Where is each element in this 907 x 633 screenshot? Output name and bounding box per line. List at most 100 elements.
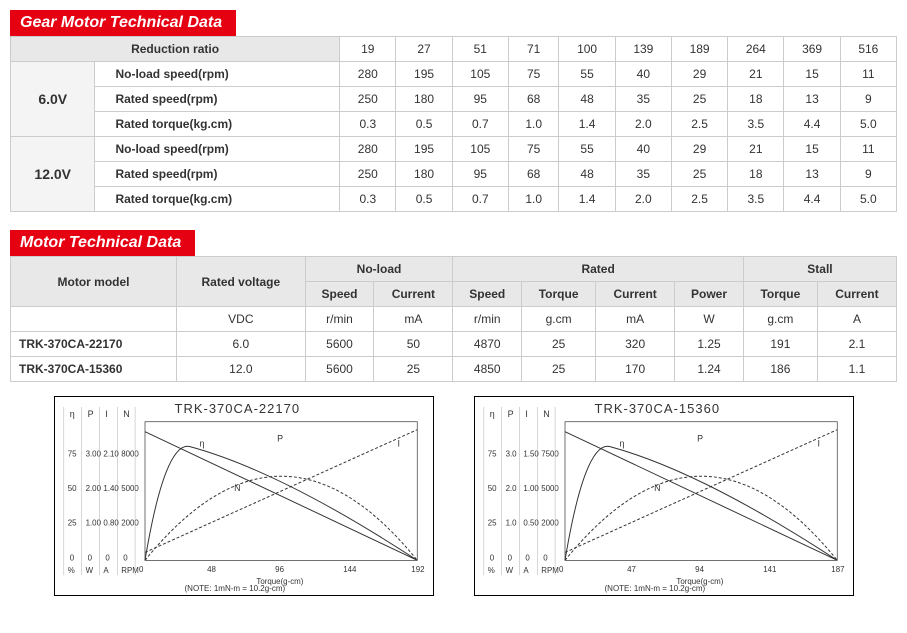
svg-text:0: 0 — [525, 553, 530, 562]
mh: No-load — [305, 257, 453, 282]
mh: Torque — [522, 282, 596, 307]
motor-cell: 191 — [743, 332, 817, 357]
mh: Speed — [305, 282, 374, 307]
charts-row: TRK-370CA-22170ηPIN2550751.002.003.000.8… — [10, 396, 897, 596]
svg-text:0: 0 — [507, 553, 512, 562]
gear-cell: 195 — [396, 137, 452, 162]
motor-cell: 6.0 — [177, 332, 306, 357]
mh: Rated voltage — [177, 257, 306, 307]
svg-text:I: I — [817, 439, 819, 449]
svg-text:94: 94 — [695, 565, 704, 574]
mh: Current — [374, 282, 453, 307]
mh: Speed — [453, 282, 522, 307]
mh: Motor model — [11, 257, 177, 307]
unit: g.cm — [743, 307, 817, 332]
motor-cell: 25 — [522, 332, 596, 357]
gear-cell: 195 — [396, 62, 452, 87]
svg-text:1.40: 1.40 — [103, 484, 119, 493]
gear-cell: 13 — [784, 162, 840, 187]
chart-box: TRK-370CA-22170ηPIN2550751.002.003.000.8… — [54, 396, 434, 596]
ratio-val: 369 — [784, 37, 840, 62]
gear-cell: 5.0 — [840, 187, 896, 212]
gear-cell: 68 — [508, 87, 559, 112]
motor-cell: 4870 — [453, 332, 522, 357]
gear-cell: 180 — [396, 162, 452, 187]
gear-cell: 25 — [671, 162, 727, 187]
svg-text:0: 0 — [489, 553, 494, 562]
gear-cell: 95 — [452, 162, 508, 187]
empty — [11, 307, 177, 332]
motor-cell: 1.24 — [675, 357, 744, 382]
gear-cell: 75 — [508, 62, 559, 87]
gear-cell: 2.0 — [615, 187, 671, 212]
gear-cell: 1.0 — [508, 112, 559, 137]
svg-text:3.0: 3.0 — [505, 449, 517, 458]
svg-text:I: I — [397, 439, 399, 449]
gear-cell: 180 — [396, 87, 452, 112]
motor-cell: 2.1 — [817, 332, 896, 357]
svg-text:1.50: 1.50 — [523, 449, 539, 458]
model-name: TRK-370CA-22170 — [11, 332, 177, 357]
gear-cell: 2.0 — [615, 112, 671, 137]
svg-text:RPM: RPM — [541, 566, 559, 575]
gear-cell: 0.3 — [340, 112, 396, 137]
svg-text:P: P — [507, 409, 513, 419]
unit: W — [675, 307, 744, 332]
model-name: TRK-370CA-15360 — [11, 357, 177, 382]
motor-cell: 5600 — [305, 357, 374, 382]
gear-cell: 4.4 — [784, 112, 840, 137]
voltage-label: 12.0V — [11, 137, 95, 212]
motor-cell: 170 — [596, 357, 675, 382]
unit: mA — [374, 307, 453, 332]
motor-cell: 12.0 — [177, 357, 306, 382]
svg-text:N: N — [543, 409, 549, 419]
svg-text:0: 0 — [123, 553, 128, 562]
svg-text:1.00: 1.00 — [85, 519, 101, 528]
gear-cell: 48 — [559, 87, 615, 112]
gear-cell: 2.5 — [671, 187, 727, 212]
svg-text:5000: 5000 — [541, 484, 559, 493]
ratio-val: 51 — [452, 37, 508, 62]
svg-text:75: 75 — [67, 449, 76, 458]
gear-cell: 55 — [559, 137, 615, 162]
gear-cell: 18 — [728, 162, 784, 187]
unit: VDC — [177, 307, 306, 332]
motor-cell: 1.25 — [675, 332, 744, 357]
gear-cell: 250 — [340, 87, 396, 112]
svg-text:%: % — [67, 566, 74, 575]
mh: Rated — [453, 257, 744, 282]
motor-table: Motor modelRated voltageNo-loadRatedStal… — [10, 256, 897, 382]
svg-text:2.10: 2.10 — [103, 449, 119, 458]
unit: g.cm — [522, 307, 596, 332]
gear-title: Gear Motor Technical Data — [10, 10, 236, 36]
gear-cell: 11 — [840, 62, 896, 87]
gear-cell: 9 — [840, 87, 896, 112]
mh: Power — [675, 282, 744, 307]
gear-cell: 0.5 — [396, 187, 452, 212]
gear-cell: 1.4 — [559, 112, 615, 137]
gear-cell: 0.5 — [396, 112, 452, 137]
svg-text:A: A — [523, 566, 529, 575]
svg-text:P: P — [277, 434, 283, 444]
svg-text:0: 0 — [69, 553, 74, 562]
gear-cell: 15 — [784, 62, 840, 87]
gear-cell: 250 — [340, 162, 396, 187]
gear-cell: 0.3 — [340, 187, 396, 212]
svg-text:47: 47 — [627, 565, 636, 574]
ratio-val: 264 — [728, 37, 784, 62]
gear-cell: 0.7 — [452, 112, 508, 137]
svg-text:50: 50 — [67, 484, 76, 493]
ratio-val: 100 — [559, 37, 615, 62]
motor-cell: 25 — [374, 357, 453, 382]
svg-text:75: 75 — [487, 449, 496, 458]
gear-row-label: Rated speed(rpm) — [95, 87, 340, 112]
gear-cell: 9 — [840, 162, 896, 187]
svg-text:2.0: 2.0 — [505, 484, 517, 493]
svg-text:8000: 8000 — [121, 449, 139, 458]
svg-text:141: 141 — [763, 565, 777, 574]
svg-text:η: η — [489, 409, 494, 419]
gear-cell: 280 — [340, 137, 396, 162]
unit: r/min — [453, 307, 522, 332]
motor-cell: 25 — [522, 357, 596, 382]
gear-cell: 21 — [728, 137, 784, 162]
